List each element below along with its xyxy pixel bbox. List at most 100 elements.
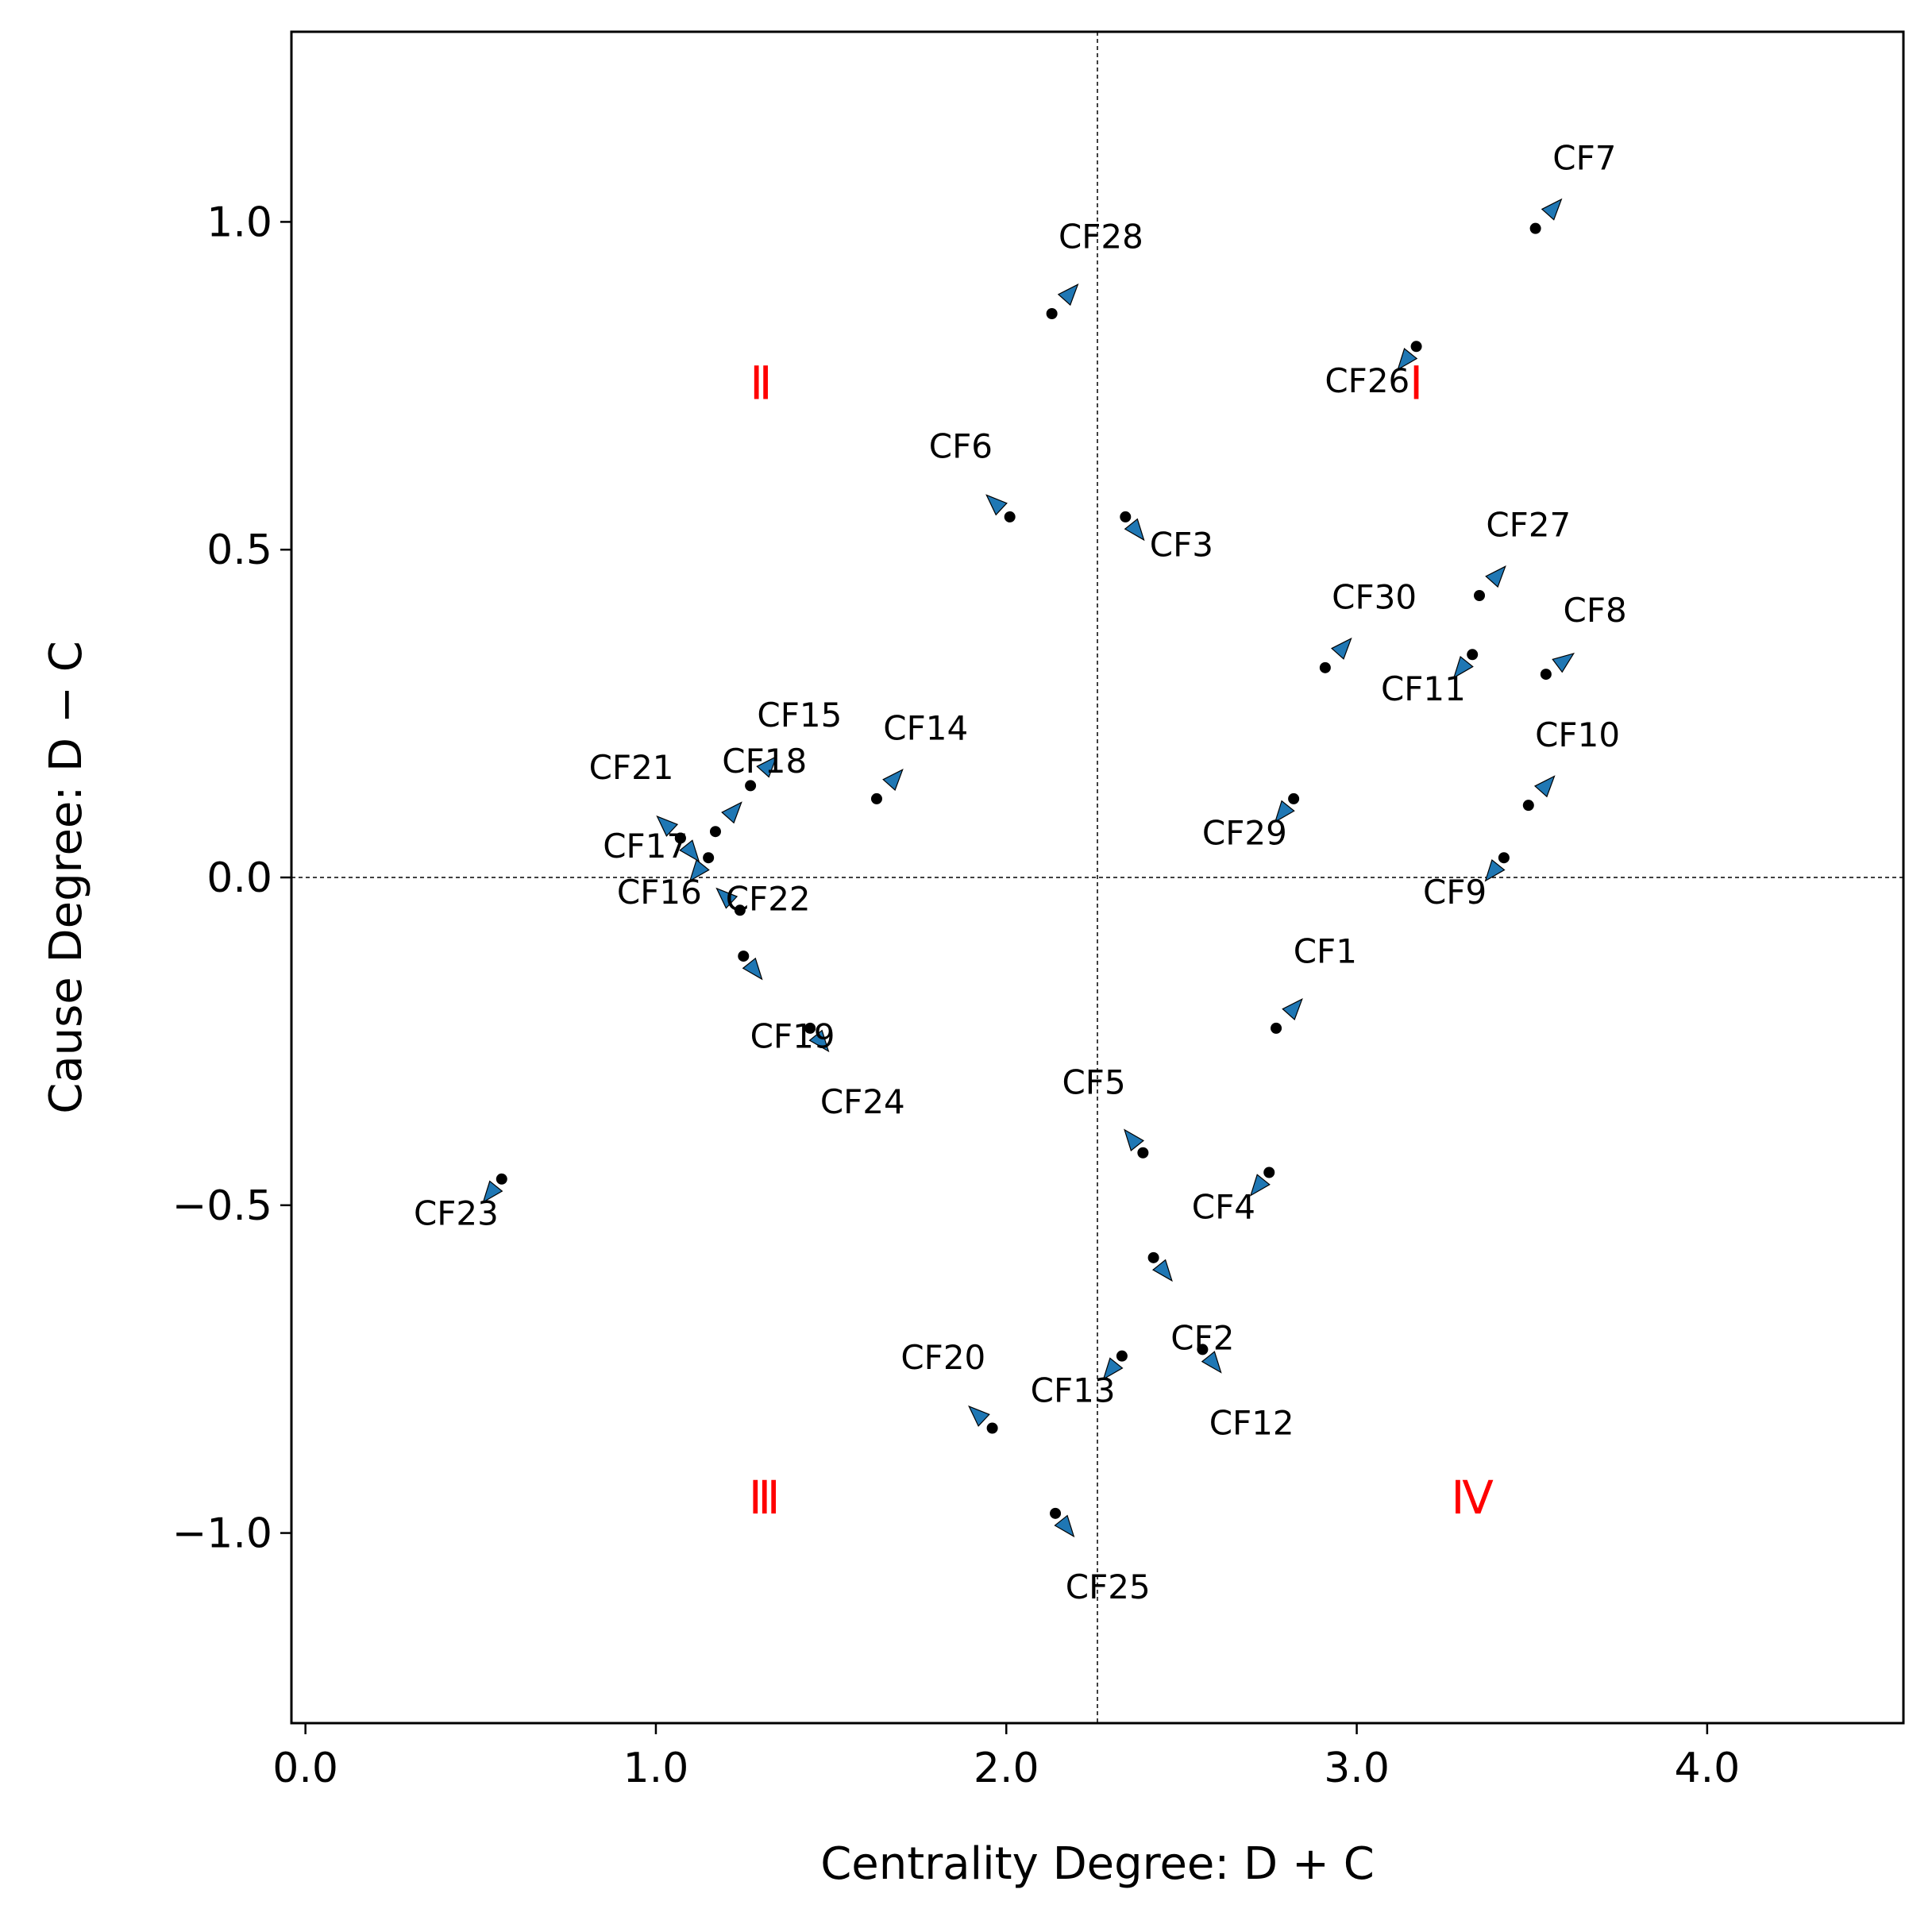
y-axis-title: Cause Degree: D − C	[40, 641, 92, 1114]
data-point-dot	[496, 1173, 507, 1185]
direction-marker	[1201, 1351, 1222, 1374]
point-cf6	[985, 494, 1016, 522]
point-cf24	[804, 1022, 830, 1053]
point-cf19	[738, 951, 763, 981]
point-cf29	[1274, 792, 1300, 823]
direction-marker	[679, 839, 700, 862]
direction-marker	[721, 801, 742, 824]
data-point-dot	[709, 826, 721, 838]
reference-lines	[291, 32, 1903, 1723]
quadrant-label: Ⅱ	[750, 356, 773, 410]
data-point-dot	[1137, 1147, 1149, 1159]
point-cf1	[1271, 997, 1303, 1034]
x-axis-title: Centrality Degree: D + C	[820, 1838, 1375, 1890]
point-cf18	[709, 801, 742, 838]
direction-marker	[756, 755, 777, 778]
point-label: CF26	[1325, 361, 1409, 400]
point-label: CF28	[1059, 217, 1143, 256]
point-label: CF11	[1381, 669, 1466, 708]
y-tick-label: 1.0	[206, 199, 272, 246]
point-label: CF6	[929, 427, 993, 466]
direction-marker	[1541, 198, 1563, 221]
data-point-dot	[1120, 511, 1132, 522]
point-label: CF29	[1202, 814, 1287, 853]
direction-marker	[1452, 656, 1474, 679]
point-cf14	[870, 768, 904, 804]
point-cf4	[1249, 1166, 1275, 1197]
point-cf28	[1046, 283, 1079, 319]
data-point-dot	[703, 852, 715, 864]
point-cf12	[1197, 1344, 1222, 1374]
point-cf8	[1540, 652, 1575, 681]
direction-marker	[1484, 858, 1506, 882]
data-point-dot	[1529, 222, 1541, 234]
point-cf10	[1522, 775, 1556, 812]
point-cf5	[1124, 1128, 1149, 1159]
point-label: CF12	[1209, 1404, 1294, 1443]
point-cf15	[745, 755, 777, 792]
point-cf23	[482, 1173, 507, 1204]
direction-marker	[688, 858, 710, 882]
data-point-dot	[804, 1022, 816, 1034]
data-point-dot	[986, 1422, 998, 1434]
data-point-dot	[1540, 669, 1552, 681]
point-label: CF30	[1332, 578, 1417, 617]
x-tick-label: 0.0	[272, 1745, 338, 1792]
x-tick-label: 4.0	[1675, 1745, 1741, 1792]
point-label: CF17	[603, 827, 688, 866]
data-point-dot	[1498, 852, 1510, 864]
point-cf9	[1484, 852, 1510, 882]
direction-marker	[985, 494, 1008, 516]
point-label: CF14	[883, 709, 968, 748]
direction-marker	[1282, 997, 1303, 1020]
point-label: CF5	[1062, 1062, 1125, 1101]
data-point-dot	[745, 780, 757, 792]
point-cf3	[1120, 511, 1145, 542]
direction-marker	[1102, 1357, 1124, 1380]
y-tick-label: 0.5	[206, 526, 272, 574]
direction-marker	[1249, 1174, 1271, 1197]
y-axis: 1.0 0.5 0.0 −0.5 −1.0	[172, 199, 291, 1558]
direction-marker	[1331, 637, 1352, 660]
point-cf20	[968, 1405, 998, 1434]
direction-marker	[808, 1029, 830, 1053]
data-point-dot	[1467, 649, 1479, 661]
point-label: CF15	[757, 696, 842, 735]
point-label: CF24	[820, 1082, 905, 1121]
y-tick-label: −0.5	[172, 1182, 272, 1230]
point-label: CF9	[1423, 873, 1487, 912]
data-point-dot	[870, 792, 882, 804]
data-point-dot	[1319, 661, 1331, 673]
direction-marker	[1552, 652, 1575, 673]
data-point-dot	[1410, 341, 1422, 353]
point-label: CF23	[414, 1194, 499, 1233]
point-cf26	[1397, 341, 1422, 371]
data-point-dot	[1046, 308, 1058, 319]
quadrant-label: Ⅲ	[749, 1471, 781, 1525]
direction-marker	[1151, 1259, 1173, 1282]
direction-marker	[656, 815, 679, 837]
direction-marker	[1054, 1514, 1075, 1538]
point-cf2	[1147, 1251, 1173, 1282]
point-cf22	[715, 887, 746, 916]
direction-marker	[1397, 348, 1418, 371]
data-point-dot	[738, 951, 750, 962]
point-label: CF4	[1192, 1187, 1255, 1226]
point-cf21	[656, 815, 686, 844]
point-cf30	[1319, 637, 1352, 673]
point-label: CF8	[1564, 591, 1627, 630]
data-point-dot	[1288, 792, 1300, 804]
point-label: CF27	[1486, 506, 1571, 545]
point-label: CF13	[1031, 1371, 1116, 1409]
point-label: CF20	[900, 1338, 985, 1377]
data-point-dot	[1147, 1251, 1159, 1263]
direction-marker	[1124, 1128, 1144, 1151]
y-tick-label: −1.0	[172, 1510, 272, 1558]
x-tick-label: 2.0	[974, 1745, 1039, 1792]
direction-marker	[715, 887, 738, 909]
direction-marker	[742, 957, 763, 981]
point-label: CF21	[589, 748, 674, 787]
points-layer	[482, 198, 1575, 1538]
data-point-dot	[674, 832, 686, 844]
